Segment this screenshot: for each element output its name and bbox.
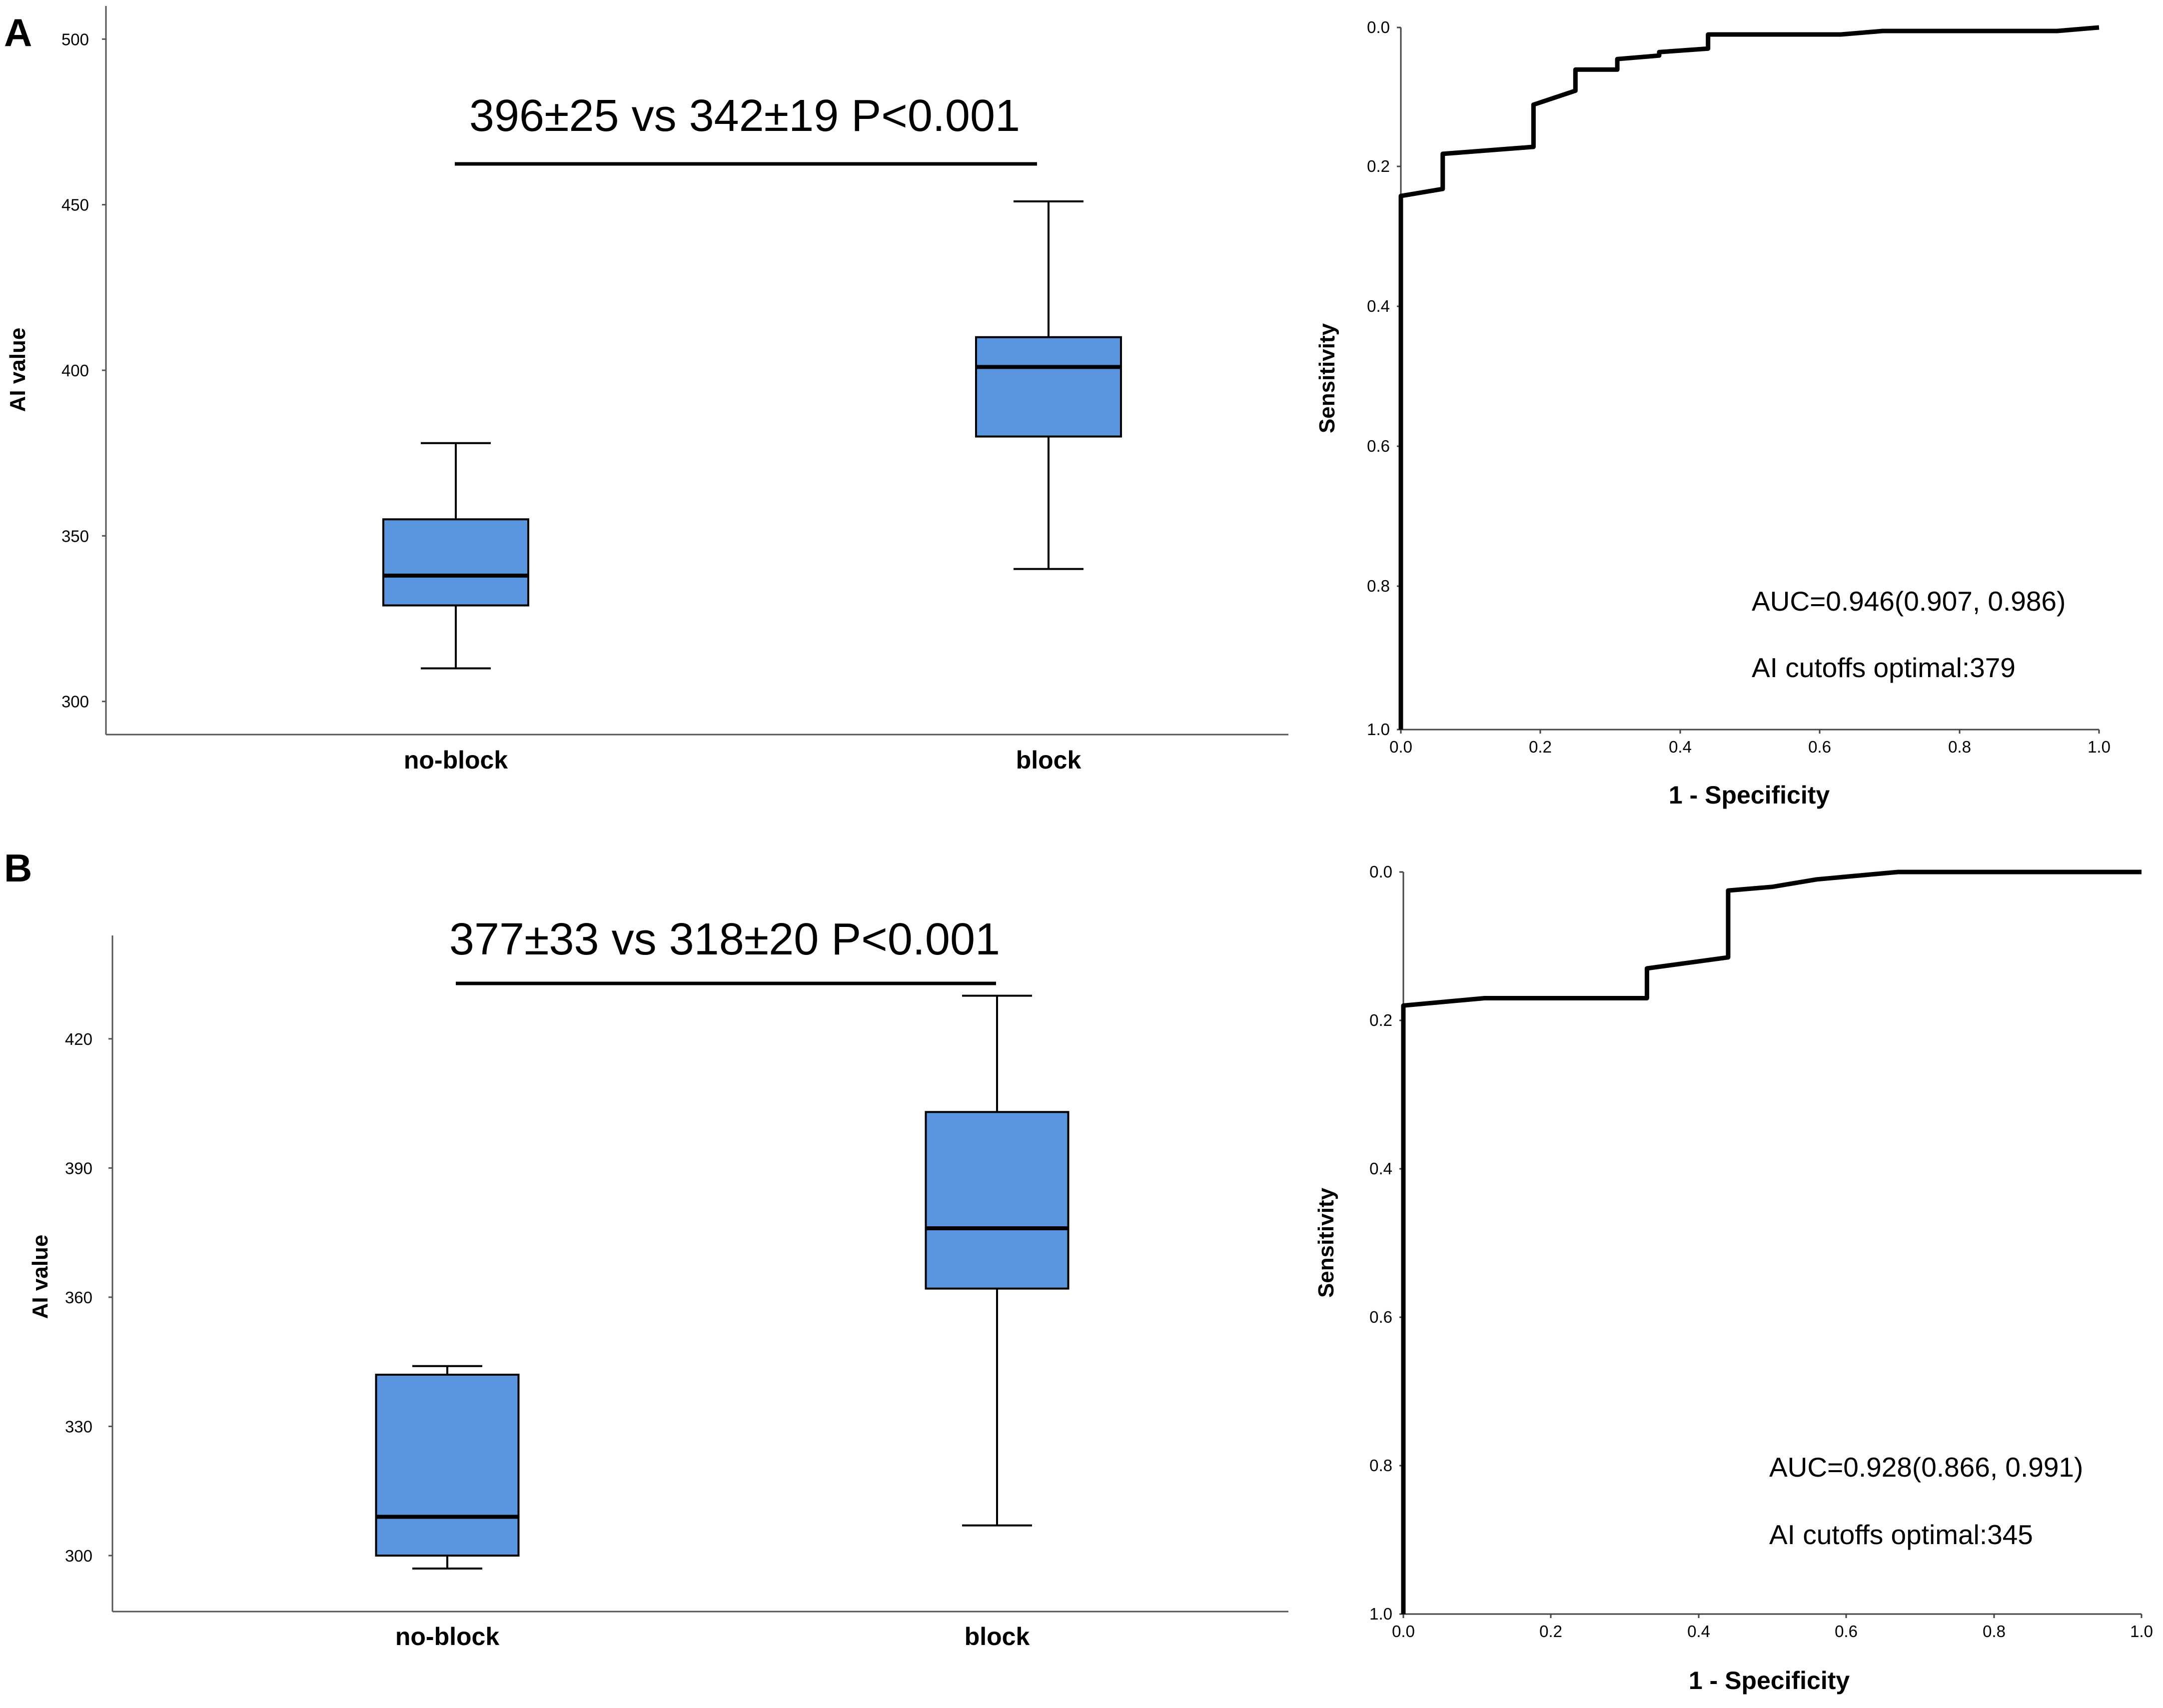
- x-tick-label: 0.4: [1687, 1622, 1710, 1641]
- x-tick-label: 0.0: [1389, 738, 1412, 756]
- roc-chart: 0.00.20.40.60.81.00.0 0.2 0.4 0.6 0.8 1.0Sens…: [1315, 18, 2111, 809]
- roc-curve: [1398, 25, 2100, 730]
- x-tick-label: 0.8: [1948, 738, 1971, 756]
- x-tick-label: 0.6: [1808, 738, 1831, 756]
- roc-curve: [1401, 869, 2142, 1614]
- y-tick-label: 300: [65, 1547, 92, 1565]
- category-label: no-block: [395, 1623, 500, 1651]
- y-tick-label: 0.2: [1367, 157, 1390, 175]
- y-tick-label: 0.6: [1367, 437, 1390, 455]
- y-axis-label: AI value: [28, 1235, 52, 1319]
- x-tick-label: 0.0: [1392, 1622, 1415, 1641]
- y-tick-label: 0.8: [1367, 577, 1390, 595]
- category-label: no-block: [404, 746, 508, 774]
- roc-chart: 0.00.20.40.60.81.00.0 0.2 0.4 0.6 0.8 1.0Sens…: [1314, 862, 2153, 1695]
- y-tick-label: 450: [61, 196, 89, 214]
- x-tick-label: 1.0: [2130, 1622, 2153, 1641]
- y-tick-label: 350: [61, 527, 89, 545]
- category-label: block: [1016, 746, 1082, 774]
- y-tick-label: 300: [61, 693, 89, 711]
- x-tick-label: 0.2: [1539, 1622, 1562, 1641]
- y-tick-label: 400: [61, 361, 89, 380]
- x-tick-label: 0.6: [1835, 1622, 1858, 1641]
- cutoff-label: AI cutoffs optimal:379: [1752, 652, 2016, 683]
- box-block: [975, 200, 1122, 570]
- x-tick-label: 0.2: [1529, 738, 1552, 756]
- y-tick-label: 1.0: [1367, 720, 1390, 739]
- box-iqr: [975, 336, 1122, 438]
- y-tick-label: 0.8: [1369, 1456, 1392, 1475]
- box-iqr: [925, 1111, 1070, 1290]
- x-axis-label: 1 - Specificity: [1669, 781, 1830, 809]
- auc-label: AUC=0.946(0.907, 0.986): [1752, 586, 2066, 617]
- y-tick-label: 0.0: [1367, 18, 1390, 36]
- y-axis-label: AI value: [5, 328, 30, 412]
- y-tick-label: 1.0: [1369, 1605, 1392, 1623]
- boxplot: 300 330 360 390 420 AI value no-block block 377±…: [28, 914, 1288, 1651]
- y-tick-label: 0.6: [1369, 1308, 1392, 1326]
- panel-letter: B: [4, 846, 32, 890]
- significance-annotation: 377±33 vs 318±20 P<0.001: [449, 914, 1000, 964]
- y-axis-label: Sensitivity: [1315, 323, 1339, 433]
- x-tick-label: 1.0: [2088, 738, 2111, 756]
- auc-label: AUC=0.928(0.866, 0.991): [1769, 1452, 2083, 1483]
- box-no-block: [382, 442, 529, 670]
- x-tick-label: 0.8: [1983, 1622, 2006, 1641]
- y-tick-label: 0.2: [1369, 1011, 1392, 1029]
- box-iqr: [382, 518, 529, 607]
- y-tick-label: 390: [65, 1159, 92, 1177]
- box-iqr: [375, 1374, 520, 1557]
- panel-b: B 300 330 360 390 420 AI value no-block block 377…: [4, 846, 2153, 1695]
- significance-annotation: 396±25 vs 342±19 P<0.001: [469, 91, 1020, 141]
- y-tick-label: 330: [65, 1417, 92, 1436]
- y-tick-label: 0.0: [1369, 862, 1392, 881]
- panel-a: A 300 350 400 450 500 AI value no-block block 396…: [4, 6, 2111, 809]
- panel-letter: A: [4, 10, 32, 54]
- box-no-block: [375, 1365, 520, 1570]
- box-block: [925, 994, 1070, 1527]
- y-tick-label: 500: [61, 30, 89, 48]
- y-tick-label: 360: [65, 1288, 92, 1307]
- cutoff-label: AI cutoffs optimal:345: [1769, 1519, 2033, 1550]
- x-tick-label: 0.4: [1669, 738, 1692, 756]
- category-label: block: [965, 1623, 1030, 1651]
- y-axis-label: Sensitivity: [1314, 1187, 1338, 1298]
- y-tick-label: 0.4: [1369, 1159, 1392, 1178]
- y-tick-label: 0.4: [1367, 297, 1390, 315]
- x-axis-label: 1 - Specificity: [1689, 1667, 1850, 1695]
- y-tick-label: 420: [65, 1030, 92, 1048]
- boxplot: 300 350 400 450 500 AI value no-block block 396±…: [5, 6, 1288, 774]
